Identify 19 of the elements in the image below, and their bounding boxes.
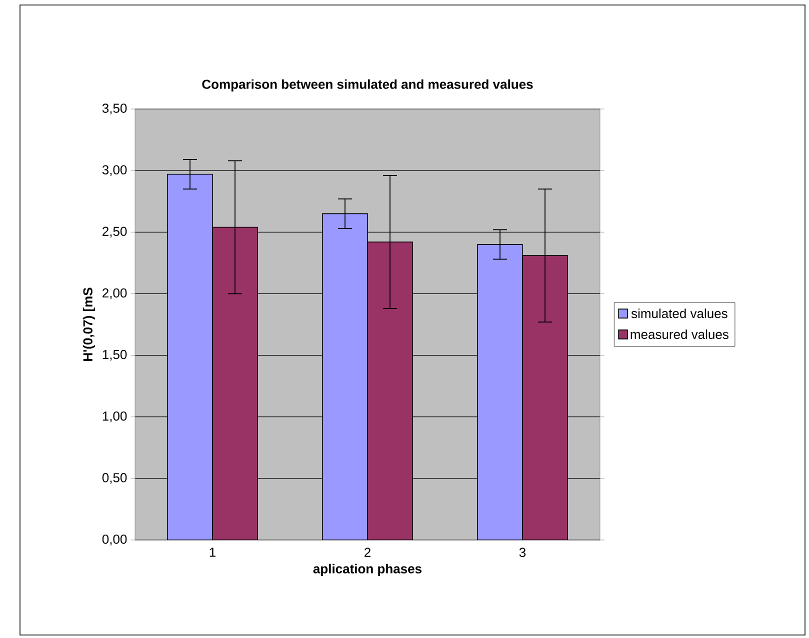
y-tick-label: 3,00	[102, 165, 127, 176]
y-axis-title: H'(0,07) [mS	[82, 288, 96, 361]
legend-label: simulated values	[631, 308, 728, 318]
bar	[212, 226, 258, 540]
x-axis-title: aplication phases	[313, 564, 422, 576]
chart-title: Comparison between simulated and measured values	[202, 79, 533, 92]
x-tick-label: 2	[364, 548, 370, 557]
y-tick-label: 0,50	[102, 473, 127, 484]
y-tick-label: 3,50	[102, 104, 127, 114]
x-tick-label: 3	[519, 548, 526, 558]
bar	[522, 255, 568, 540]
bar	[367, 242, 413, 540]
y-tick-label: 2,50	[102, 226, 127, 238]
y-tick-label: 1,50	[102, 350, 127, 361]
y-tick-label: 1,00	[102, 411, 127, 422]
legend-label: measured values	[630, 329, 728, 340]
x-tick-label: 1	[210, 548, 216, 557]
y-tick-label: 0,00	[102, 534, 127, 546]
y-tick-label: 2,00	[102, 288, 127, 300]
